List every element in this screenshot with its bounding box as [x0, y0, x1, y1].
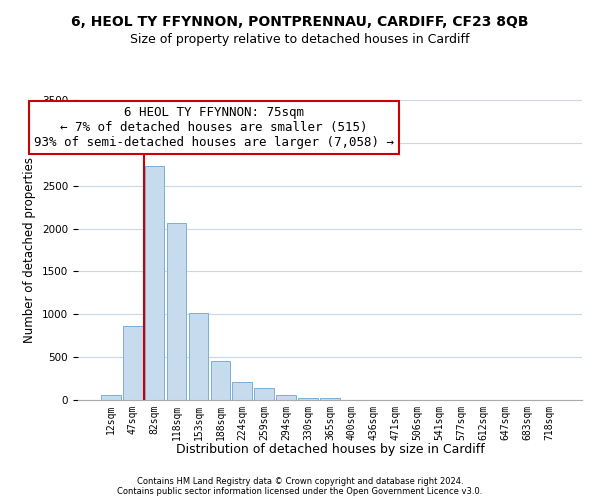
- Bar: [320, 398, 340, 400]
- Bar: [254, 388, 274, 400]
- Text: Contains public sector information licensed under the Open Government Licence v3: Contains public sector information licen…: [118, 488, 482, 496]
- Text: 6, HEOL TY FFYNNON, PONTPRENNAU, CARDIFF, CF23 8QB: 6, HEOL TY FFYNNON, PONTPRENNAU, CARDIFF…: [71, 15, 529, 29]
- Bar: [298, 398, 318, 400]
- Text: Contains HM Land Registry data © Crown copyright and database right 2024.: Contains HM Land Registry data © Crown c…: [137, 478, 463, 486]
- Text: 6 HEOL TY FFYNNON: 75sqm
← 7% of detached houses are smaller (515)
93% of semi-d: 6 HEOL TY FFYNNON: 75sqm ← 7% of detache…: [34, 106, 394, 149]
- Y-axis label: Number of detached properties: Number of detached properties: [23, 157, 37, 343]
- Bar: [145, 166, 164, 400]
- Bar: [167, 224, 187, 400]
- Bar: [276, 396, 296, 400]
- Text: Distribution of detached houses by size in Cardiff: Distribution of detached houses by size …: [176, 442, 484, 456]
- Bar: [188, 312, 208, 400]
- Bar: [232, 382, 252, 400]
- Bar: [123, 326, 143, 400]
- Bar: [101, 396, 121, 400]
- Text: Size of property relative to detached houses in Cardiff: Size of property relative to detached ho…: [130, 32, 470, 46]
- Bar: [211, 361, 230, 400]
